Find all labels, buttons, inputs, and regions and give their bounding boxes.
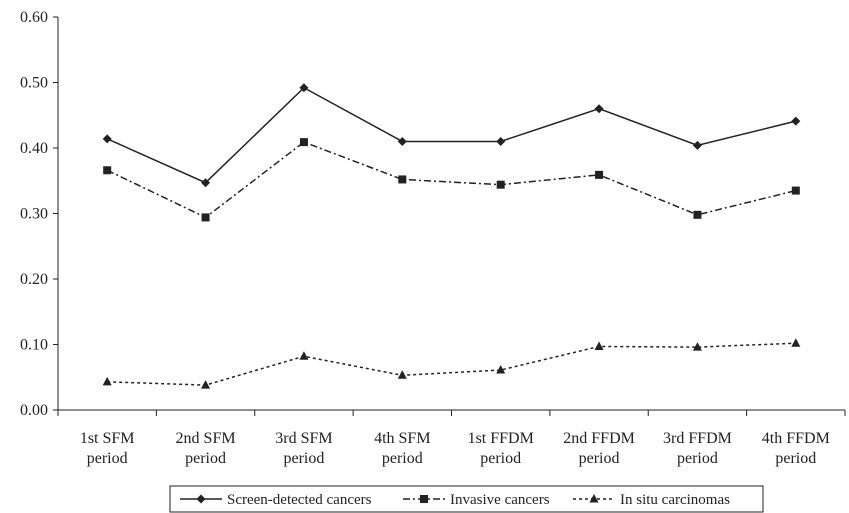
x-tick-label-line: period [284, 450, 325, 467]
x-tick-label-line: period [677, 450, 718, 467]
data-point-diamond [397, 136, 407, 146]
data-point-diamond [594, 104, 604, 114]
x-tick-label: 3rd SFM period [275, 430, 332, 467]
x-tick-label-line: 4th SFM [374, 430, 430, 447]
data-point-square [496, 180, 505, 189]
x-tick-label: 2nd SFM period [176, 430, 236, 467]
data-point-triangle [594, 341, 604, 350]
legend-label: Invasive cancers [450, 492, 550, 508]
data-point-triangle [496, 365, 506, 374]
x-tick-label-line: period [185, 450, 226, 467]
chart-series [102, 83, 801, 389]
x-tick-label: 1st SFM period [80, 430, 135, 467]
data-point-square [595, 170, 604, 179]
data-point-square [398, 175, 407, 184]
x-tick-label-line: 1st FFDM [468, 430, 534, 447]
legend-label: Screen-detected cancers [227, 492, 372, 508]
x-tick-label-line: 4th FFDM [762, 430, 830, 447]
x-tick-label-line: period [382, 450, 423, 467]
data-point-square [299, 138, 308, 147]
data-point-square [791, 186, 800, 195]
legend-item: Screen-detected cancers [180, 492, 372, 508]
series-line [106, 141, 796, 219]
x-tick-label-line: period [480, 450, 521, 467]
data-point-triangle [397, 370, 407, 379]
x-tick-label: 4th SFM period [374, 430, 430, 467]
data-point-diamond [201, 178, 211, 188]
y-tick-label: 0.50 [20, 75, 48, 92]
chart-axes: 0.00 0.10 0.20 0.30 0.40 0.50 0.60 1st SFM perio… [20, 9, 846, 467]
legend-marker-diamond [196, 494, 206, 504]
legend-marker-square [420, 495, 428, 503]
x-tick-label-line: 1st SFM [80, 430, 135, 447]
series-line [107, 342, 796, 386]
data-point-triangle [299, 351, 309, 360]
y-tick-label: 0.20 [20, 271, 48, 288]
data-point-diamond [102, 134, 112, 144]
x-tick-label-line: period [87, 450, 128, 467]
legend-item: In situ carcinomas [573, 492, 730, 508]
y-tick-label: 0.00 [20, 402, 48, 419]
x-tick-label-line: 2nd FFDM [563, 430, 635, 447]
x-tick-label: 2nd FFDM period [563, 430, 635, 467]
series-triangle [102, 338, 801, 389]
y-tick-label: 0.10 [20, 337, 48, 354]
legend-label: In situ carcinomas [620, 492, 730, 508]
x-tick-label-line: period [579, 450, 620, 467]
series-diamond [102, 83, 801, 188]
data-point-square [693, 210, 702, 219]
data-point-diamond [299, 83, 309, 93]
chart-legend: Screen-detected cancers Invasive cancers I… [169, 485, 764, 513]
x-tick-label: 1st FFDM period [468, 430, 534, 467]
data-point-triangle [692, 342, 702, 351]
y-tick-label: 0.60 [20, 9, 48, 26]
x-tick-label: 3rd FFDM period [663, 430, 732, 467]
y-tick-label: 0.30 [20, 206, 48, 223]
y-tick-label: 0.40 [20, 140, 48, 157]
data-point-square [201, 213, 210, 222]
data-point-diamond [496, 136, 506, 146]
data-point-triangle [201, 380, 211, 389]
legend-box [169, 485, 764, 513]
x-tick-label-line: 3rd FFDM [663, 430, 732, 447]
data-point-square [103, 166, 112, 175]
legend-item: Invasive cancers [403, 492, 550, 508]
series-square [103, 138, 800, 222]
x-tick-label-line: 2nd SFM [176, 430, 236, 447]
legend-marker-triangle [589, 494, 599, 503]
series-line [106, 86, 796, 184]
x-tick-label-line: 3rd SFM [275, 430, 332, 447]
data-point-diamond [692, 140, 702, 150]
data-point-diamond [791, 116, 801, 126]
data-point-triangle [791, 338, 801, 347]
x-tick-label-line: period [775, 450, 816, 467]
x-tick-label: 4th FFDM period [762, 430, 830, 467]
data-point-triangle [102, 376, 112, 386]
